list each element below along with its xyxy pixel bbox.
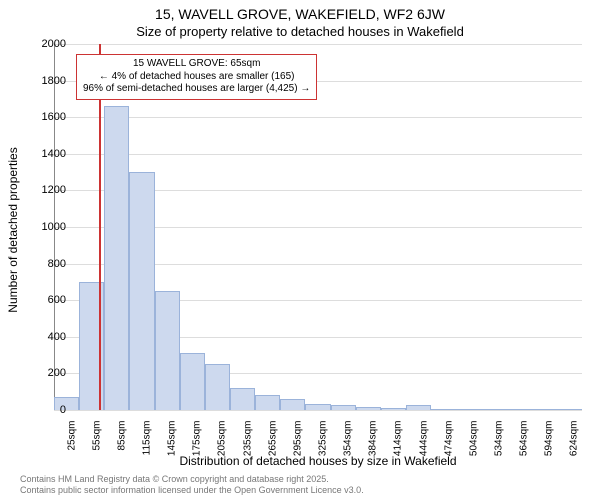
footer: Contains HM Land Registry data © Crown c…	[20, 474, 364, 496]
x-tick-label: 55sqm	[91, 421, 102, 451]
y-tick-label: 1600	[18, 111, 66, 123]
x-tick-label: 25sqm	[66, 421, 77, 451]
x-tick-label: 504sqm	[468, 421, 479, 457]
x-tick-label: 624sqm	[569, 421, 580, 457]
x-tick-label: 175sqm	[192, 421, 203, 457]
x-tick-label: 414sqm	[393, 421, 404, 457]
x-tick-label: 564sqm	[519, 421, 530, 457]
footer-line2: Contains public sector information licen…	[20, 485, 364, 496]
x-tick-label: 265sqm	[267, 421, 278, 457]
y-tick-label: 600	[18, 294, 66, 306]
histogram-bar	[205, 364, 230, 410]
x-tick-label: 594sqm	[544, 421, 555, 457]
histogram-bar	[155, 291, 180, 410]
histogram-bar	[104, 106, 129, 410]
histogram-bar	[230, 388, 255, 410]
y-tick-label: 400	[18, 331, 66, 343]
page-title: 15, WAVELL GROVE, WAKEFIELD, WF2 6JW	[0, 0, 600, 22]
histogram-bar	[255, 395, 280, 410]
chart: 15 WAVELL GROVE: 65sqm ← 4% of detached …	[54, 44, 582, 410]
histogram-bar	[381, 408, 406, 410]
y-tick-label: 1400	[18, 148, 66, 160]
footer-line1: Contains HM Land Registry data © Crown c…	[20, 474, 364, 485]
x-tick-label: 85sqm	[116, 421, 127, 451]
x-tick-label: 115sqm	[142, 421, 153, 456]
histogram-bar	[507, 409, 532, 410]
x-axis-label: Distribution of detached houses by size …	[54, 454, 582, 468]
x-tick-label: 295sqm	[292, 421, 303, 457]
histogram-bar	[481, 409, 506, 410]
annot-line2: ← 4% of detached houses are smaller (165…	[83, 71, 310, 84]
histogram-bar	[557, 409, 582, 410]
histogram-bar	[356, 407, 381, 410]
y-tick-label: 1200	[18, 184, 66, 196]
annot-line3: 96% of semi-detached houses are larger (…	[83, 83, 310, 96]
x-tick-label: 235sqm	[242, 421, 253, 457]
histogram-bar	[532, 409, 557, 410]
x-tick-label: 384sqm	[368, 421, 379, 457]
histogram-bar	[456, 409, 481, 410]
y-tick-label: 0	[18, 404, 66, 416]
histogram-bar	[406, 405, 431, 410]
y-tick-label: 200	[18, 367, 66, 379]
histogram-bar	[180, 353, 205, 410]
histogram-bar	[129, 172, 154, 410]
annot-line1: 15 WAVELL GROVE: 65sqm	[83, 58, 310, 71]
x-tick-label: 325sqm	[318, 421, 329, 457]
x-tick-label: 354sqm	[343, 421, 354, 457]
histogram-bar	[280, 399, 305, 410]
histogram-bar	[431, 409, 456, 410]
histogram-bar	[305, 404, 330, 410]
annotation-box: 15 WAVELL GROVE: 65sqm ← 4% of detached …	[76, 54, 317, 100]
x-tick-label: 145sqm	[167, 421, 178, 457]
x-tick-label: 534sqm	[494, 421, 505, 457]
subtitle: Size of property relative to detached ho…	[0, 22, 600, 39]
y-tick-label: 1000	[18, 221, 66, 233]
y-tick-label: 1800	[18, 75, 66, 87]
y-tick-label: 800	[18, 258, 66, 270]
y-tick-label: 2000	[18, 38, 66, 50]
x-tick-label: 444sqm	[418, 421, 429, 457]
x-tick-label: 205sqm	[217, 421, 228, 457]
histogram-bar	[331, 405, 356, 410]
x-tick-label: 474sqm	[443, 421, 454, 457]
